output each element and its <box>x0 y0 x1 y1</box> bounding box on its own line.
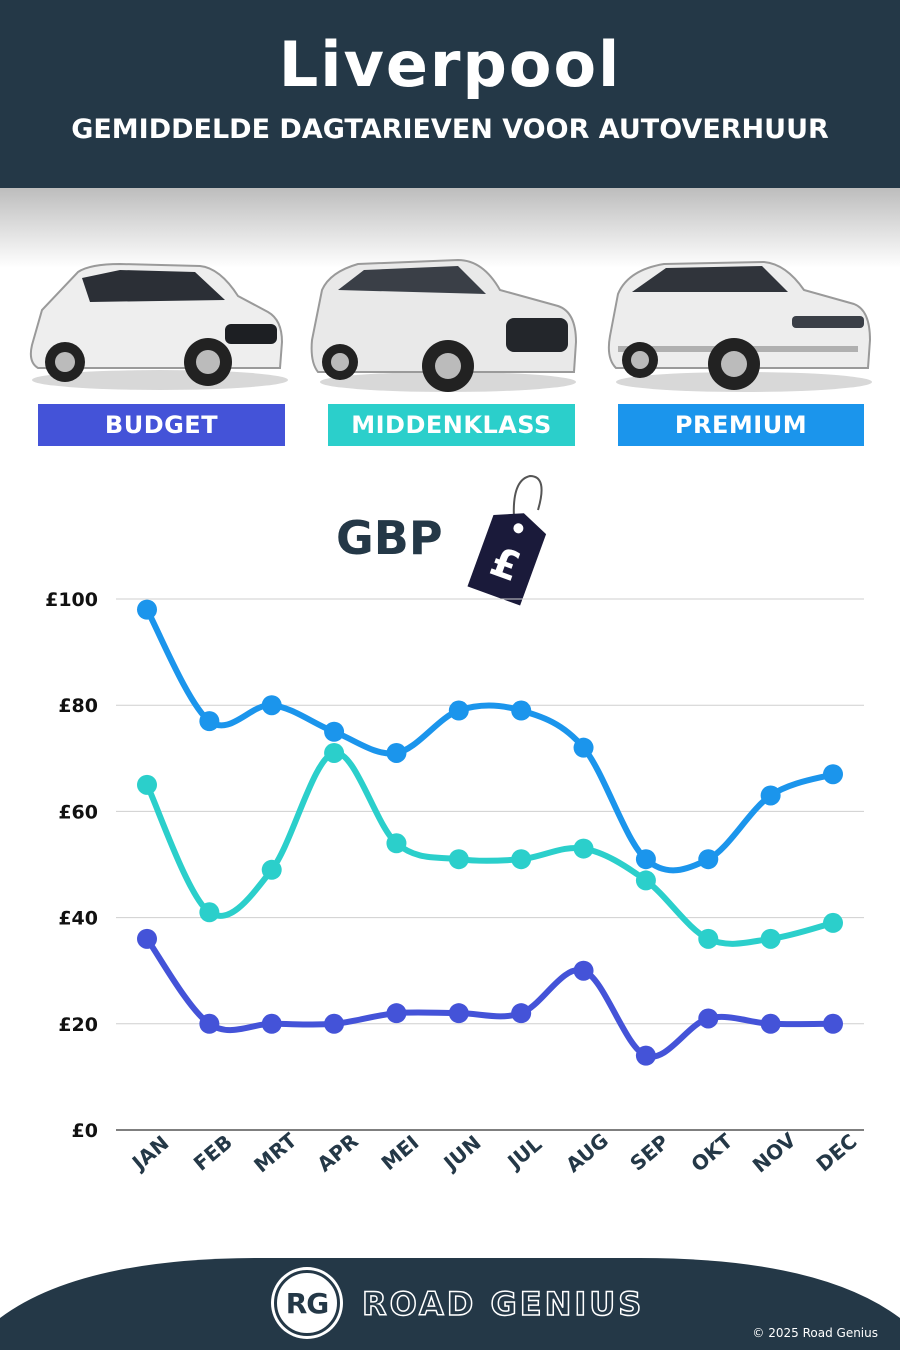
y-tick-label: £40 <box>58 908 98 930</box>
data-point <box>324 742 345 763</box>
data-point <box>261 859 282 880</box>
x-tick-label: NOV <box>748 1127 801 1177</box>
series-line <box>144 935 836 1060</box>
x-tick-label: MEI <box>377 1130 424 1175</box>
data-point <box>823 764 843 785</box>
rental-price-chart: £0 £20 £40 £60 £80 £100 JAN FEB MRT APR MEI JUN JUL… <box>45 589 864 1177</box>
page-subtitle: GEMIDDELDE DAGTARIEVEN VOOR AUTOVERHUUR <box>71 114 829 145</box>
x-tick-label: AUG <box>561 1128 613 1177</box>
category-midsize-label: MIDDENKLASS <box>328 404 575 446</box>
midsize-car-image <box>310 258 578 392</box>
data-point <box>511 700 532 721</box>
data-point <box>511 1003 532 1024</box>
data-point <box>698 928 719 949</box>
footer <box>0 1258 900 1350</box>
data-point <box>448 849 469 870</box>
data-point <box>386 833 407 854</box>
data-point <box>386 1003 407 1024</box>
x-tick-label: FEB <box>189 1130 237 1176</box>
y-tick-label: £80 <box>58 695 98 717</box>
series-line <box>144 749 836 947</box>
data-point <box>635 870 656 891</box>
data-point <box>137 599 157 620</box>
y-tick-label: £100 <box>45 589 98 611</box>
y-tick-label: £20 <box>58 1014 98 1036</box>
copyright-text: © 2025 Road Genius <box>752 1326 878 1340</box>
data-point <box>760 928 781 949</box>
data-point <box>823 1013 843 1034</box>
data-point <box>698 1008 719 1029</box>
y-axis: £0 £20 £40 £60 £80 £100 <box>45 589 98 1142</box>
series-line <box>144 606 836 874</box>
data-point <box>760 785 781 806</box>
category-premium-label: PREMIUM <box>618 404 864 446</box>
data-point <box>137 928 157 949</box>
data-point <box>573 960 594 981</box>
data-point <box>573 737 594 758</box>
x-tick-label: JAN <box>126 1131 173 1176</box>
header-shadow <box>0 188 900 268</box>
category-budget-label: BUDGET <box>38 404 285 446</box>
x-tick-label: SEP <box>625 1130 673 1176</box>
data-point <box>199 711 220 732</box>
x-tick-label: JUN <box>438 1130 486 1176</box>
data-point <box>386 742 407 763</box>
data-point <box>635 1045 656 1066</box>
x-tick-label: OKT <box>686 1128 737 1176</box>
budget-car-image <box>29 262 288 390</box>
data-point <box>511 849 532 870</box>
x-axis: JAN FEB MRT APR MEI JUN JUL AUG SEP OKT NOV DEC <box>126 1127 861 1177</box>
header: Liverpool GEMIDDELDE DAGTARIEVEN VOOR AU… <box>0 0 900 188</box>
x-tick-label: JUL <box>501 1132 546 1175</box>
data-point <box>261 695 282 716</box>
data-point <box>635 849 656 870</box>
chart-series <box>137 599 843 1066</box>
data-point <box>261 1013 282 1034</box>
x-tick-label: APR <box>312 1129 362 1177</box>
y-tick-label: £0 <box>72 1120 98 1142</box>
price-tag-icon: £ <box>467 474 547 606</box>
x-tick-label: DEC <box>812 1129 862 1176</box>
data-point <box>698 849 719 870</box>
page-title: Liverpool <box>278 28 622 101</box>
data-point <box>324 1013 345 1034</box>
premium-car-image <box>607 260 872 392</box>
data-point <box>448 700 469 721</box>
data-point <box>199 1013 220 1034</box>
brand-name: ROAD GENIUS <box>361 1284 645 1324</box>
road-genius-logo: RG <box>274 1270 340 1336</box>
data-point <box>823 912 843 933</box>
x-tick-label: MRT <box>249 1128 302 1177</box>
data-point <box>448 1003 469 1024</box>
chart-grid <box>116 598 864 1131</box>
data-point <box>760 1013 781 1034</box>
currency-label: GBP <box>336 511 443 565</box>
data-point <box>573 838 594 859</box>
data-point <box>199 902 220 923</box>
data-point <box>324 721 345 742</box>
y-tick-label: £60 <box>58 801 98 823</box>
data-point <box>137 774 157 795</box>
